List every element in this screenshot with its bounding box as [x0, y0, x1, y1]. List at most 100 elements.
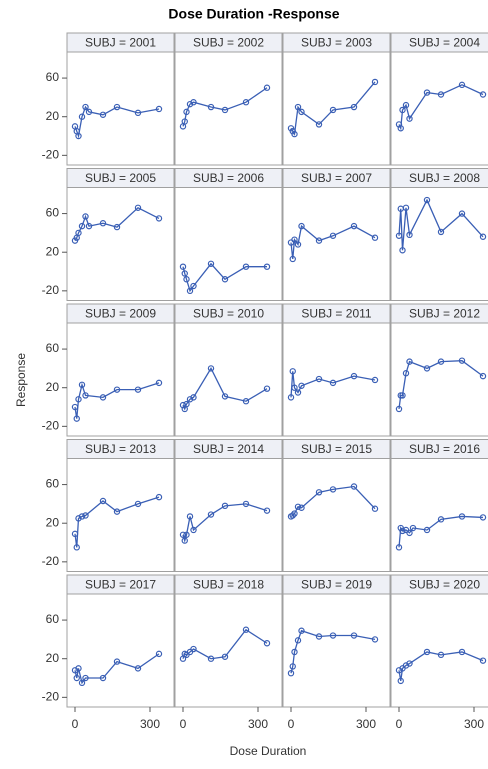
data-point	[437, 358, 445, 365]
data-point	[113, 103, 121, 111]
data-point	[397, 125, 404, 132]
panel-frame	[66, 322, 175, 437]
data-point	[406, 231, 413, 239]
series-line	[182, 367, 268, 411]
data-point	[395, 544, 403, 551]
y-tick-label: 20	[46, 651, 60, 665]
data-point	[315, 633, 323, 640]
data-point	[458, 513, 466, 520]
data-point	[113, 508, 121, 515]
x-tick-label: 300	[140, 717, 160, 731]
data-point	[155, 215, 163, 222]
panel-title: SUBJ = 2008	[409, 171, 480, 185]
data-point	[221, 502, 229, 510]
panel-title: SUBJ = 2010	[193, 307, 264, 321]
panel-title: SUBJ = 2016	[409, 442, 480, 456]
data-point	[371, 376, 379, 384]
data-point	[78, 679, 86, 687]
data-point	[479, 514, 487, 521]
panel-frame	[174, 458, 283, 572]
data-point	[207, 260, 215, 267]
data-point	[99, 497, 107, 505]
data-point	[298, 382, 305, 389]
series-line	[74, 496, 160, 548]
data-point	[399, 527, 406, 535]
data-point	[371, 505, 379, 512]
data-point	[190, 394, 197, 401]
data-point	[423, 648, 431, 656]
data-point	[73, 674, 80, 682]
y-tick-label: -20	[42, 690, 60, 704]
panel-title: SUBJ = 2012	[409, 307, 480, 321]
data-point	[190, 645, 197, 653]
data-point	[315, 489, 323, 496]
data-point	[78, 113, 86, 120]
panel-title: SUBJ = 2001	[85, 36, 156, 50]
data-point	[437, 651, 445, 659]
data-point	[350, 103, 358, 111]
data-point	[82, 674, 89, 682]
data-point	[406, 115, 413, 122]
panel-title: SUBJ = 2018	[193, 578, 264, 592]
data-point	[183, 108, 190, 116]
y-tick-label: 20	[46, 109, 60, 123]
x-tick-label: 0	[288, 717, 295, 731]
series-line	[290, 224, 376, 260]
data-point	[458, 648, 466, 656]
panel-title: SUBJ = 2011	[301, 307, 371, 321]
data-point	[479, 372, 487, 380]
panel-title: SUBJ = 2015	[301, 442, 372, 456]
data-point	[409, 524, 417, 532]
data-point	[399, 392, 406, 399]
data-point	[113, 223, 121, 231]
data-point	[183, 276, 190, 283]
y-tick-label: 60	[46, 477, 60, 491]
panel-frame	[66, 593, 175, 708]
data-point	[155, 493, 163, 501]
data-point	[298, 504, 305, 511]
series-line	[182, 262, 267, 293]
data-point	[291, 384, 298, 391]
panel-frame	[174, 187, 283, 301]
data-point	[289, 368, 296, 375]
data-point	[155, 105, 163, 113]
data-point	[99, 220, 107, 227]
data-point	[298, 627, 305, 634]
data-point	[190, 282, 197, 290]
data-point	[181, 537, 188, 544]
x-tick-label: 0	[396, 717, 403, 731]
data-point	[294, 637, 302, 644]
data-point	[73, 544, 80, 551]
data-point	[221, 393, 229, 400]
panel-frame	[390, 593, 488, 708]
data-point	[186, 513, 194, 520]
data-point	[183, 531, 190, 538]
data-point	[242, 500, 250, 508]
data-point	[82, 512, 89, 519]
data-point	[406, 660, 413, 667]
data-point	[395, 405, 403, 413]
data-point	[399, 106, 406, 114]
data-point	[186, 287, 194, 295]
x-tick-label: 0	[180, 717, 187, 731]
data-point	[291, 648, 298, 656]
panel-title: SUBJ = 2013	[85, 442, 156, 456]
data-point	[437, 228, 445, 236]
data-point	[315, 121, 323, 128]
y-tick-label: 60	[46, 70, 60, 84]
data-point	[82, 103, 89, 111]
panel-frame	[174, 322, 283, 437]
data-point	[423, 196, 431, 204]
chart-title: Dose Duration -Response	[168, 6, 339, 22]
data-point	[113, 386, 121, 393]
data-point	[183, 400, 190, 408]
series-line	[74, 382, 160, 419]
panel-title: SUBJ = 2009	[85, 307, 156, 321]
data-point	[242, 99, 250, 106]
data-point	[437, 91, 445, 98]
data-point	[207, 655, 215, 662]
panel-title: SUBJ = 2006	[193, 171, 264, 185]
data-point	[221, 653, 229, 660]
data-point	[99, 111, 107, 118]
panel-title: SUBJ = 2004	[409, 36, 480, 50]
